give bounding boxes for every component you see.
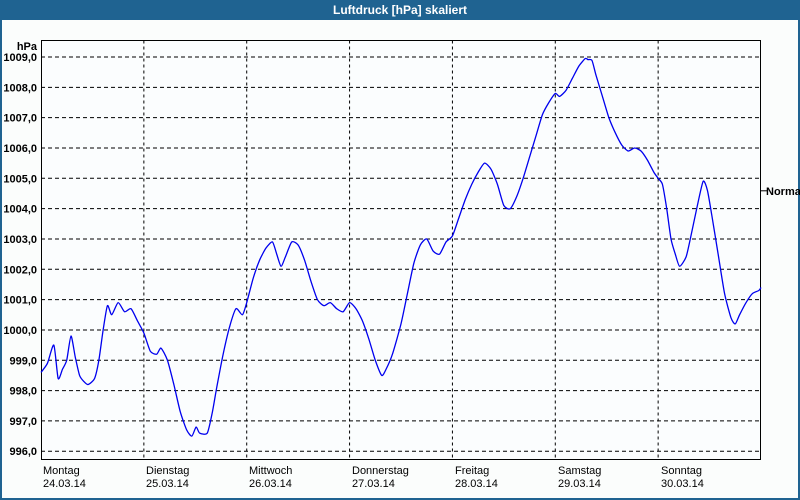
svg-text:999,0: 999,0 (9, 355, 37, 367)
svg-text:26.03.14: 26.03.14 (249, 478, 292, 490)
svg-text:24.03.14: 24.03.14 (43, 478, 86, 490)
svg-text:1005,0: 1005,0 (3, 173, 37, 185)
svg-text:Donnerstag: Donnerstag (352, 465, 409, 477)
svg-text:997,0: 997,0 (9, 416, 37, 428)
svg-text:Normal: Normal (766, 186, 800, 198)
svg-text:1001,0: 1001,0 (3, 295, 37, 307)
svg-text:Sonntag: Sonntag (661, 465, 702, 477)
svg-text:Mittwoch: Mittwoch (249, 465, 292, 477)
svg-text:996,0: 996,0 (9, 446, 37, 458)
svg-text:Dienstag: Dienstag (146, 465, 189, 477)
svg-text:1007,0: 1007,0 (3, 113, 37, 125)
svg-text:1002,0: 1002,0 (3, 264, 37, 276)
svg-text:1003,0: 1003,0 (3, 234, 37, 246)
svg-text:28.03.14: 28.03.14 (455, 478, 498, 490)
svg-text:1006,0: 1006,0 (3, 143, 37, 155)
svg-text:25.03.14: 25.03.14 (146, 478, 189, 490)
svg-text:1000,0: 1000,0 (3, 325, 37, 337)
svg-text:1008,0: 1008,0 (3, 82, 37, 94)
svg-text:1009,0: 1009,0 (3, 52, 37, 64)
svg-text:27.03.14: 27.03.14 (352, 478, 395, 490)
svg-text:Montag: Montag (43, 465, 80, 477)
svg-text:hPa: hPa (17, 41, 38, 53)
svg-text:1004,0: 1004,0 (3, 204, 37, 216)
svg-text:998,0: 998,0 (9, 386, 37, 398)
svg-text:Samstag: Samstag (558, 465, 601, 477)
svg-text:30.03.14: 30.03.14 (661, 478, 704, 490)
svg-text:Freitag: Freitag (455, 465, 489, 477)
svg-text:29.03.14: 29.03.14 (558, 478, 601, 490)
